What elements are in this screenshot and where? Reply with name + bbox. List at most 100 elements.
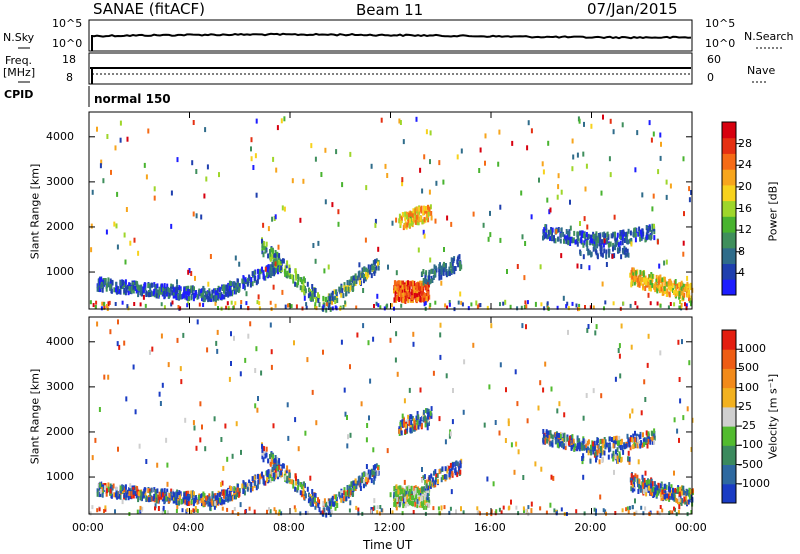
colorbar-swatch: [722, 464, 736, 485]
beam-title: Beam 11: [356, 1, 424, 19]
data-pixel-1746: [681, 485, 684, 491]
data-pixel-399: [235, 494, 237, 500]
data-pixel-1322: [649, 437, 652, 442]
data-pixel-1623: [634, 473, 637, 479]
noise-pixel-2066: [180, 498, 183, 504]
data-pixel-449: [225, 496, 227, 502]
noise-pixel-1870: [489, 232, 492, 238]
noise-pixel-1960: [116, 244, 119, 250]
data-pixel-732: [338, 492, 341, 498]
data-pixel-639: [300, 279, 303, 285]
noise-pixel-1822: [534, 461, 537, 467]
ground-pixel-2132: [373, 304, 375, 308]
data-pixel-1779: [613, 253, 616, 259]
noise-pixel-1852: [421, 467, 423, 472]
noise-pixel-2001: [356, 332, 359, 338]
data-pixel-841: [428, 499, 431, 505]
noise-pixel-1889: [158, 391, 161, 397]
data-pixel-1071: [398, 501, 401, 507]
data-pixel-508: [139, 290, 142, 296]
data-pixel-131: [169, 491, 172, 497]
data-pixel-791: [348, 486, 351, 491]
data-pixel-1785: [614, 454, 617, 460]
noise-pixel-1986: [550, 386, 553, 392]
data-pixel-806: [372, 465, 375, 471]
data-pixel-1033: [427, 488, 430, 494]
data-pixel-299: [242, 489, 245, 494]
data-pixel-1038: [401, 287, 404, 293]
data-pixel-758: [365, 472, 368, 478]
data-pixel-1483: [593, 446, 596, 452]
noise-pixel-1904: [608, 156, 611, 162]
ground-pixel-2099: [476, 304, 479, 309]
ground-pixel-2085: [448, 300, 451, 304]
data-pixel-1804: [627, 456, 630, 462]
data-pixel-974: [418, 496, 421, 502]
data-pixel-646: [277, 460, 280, 466]
noise-pixel-1888: [557, 184, 560, 190]
data-pixel-439: [181, 294, 184, 300]
data-pixel-407: [132, 282, 135, 287]
data-pixel-1158: [403, 417, 405, 423]
data-pixel-467: [141, 495, 143, 501]
noise-pixel-1903: [105, 229, 108, 235]
data-pixel-533: [318, 499, 321, 505]
data-pixel-1485: [636, 443, 639, 449]
data-pixel-642: [309, 289, 312, 294]
data-pixel-1382: [589, 234, 592, 240]
data-pixel-1761: [642, 482, 645, 488]
noise-pixel-2006: [542, 169, 545, 175]
noise-pixel-2009: [192, 420, 195, 426]
data-pixel-1640: [633, 476, 636, 482]
ground-pixel-2233: [240, 304, 242, 309]
data-pixel-220: [156, 498, 159, 504]
data-pixel-541: [325, 512, 328, 518]
data-pixel-1424: [604, 444, 607, 450]
noise-pixel-1965: [228, 376, 231, 382]
noise-pixel-2010: [659, 350, 662, 356]
noise-pixel-1860: [288, 472, 291, 478]
data-pixel-534: [307, 498, 310, 504]
data-pixel-1671: [633, 277, 636, 282]
data-pixel-799: [377, 265, 380, 271]
data-pixel-667: [313, 292, 316, 298]
noise-pixel-2056: [380, 117, 383, 123]
data-pixel-1795: [619, 457, 621, 463]
data-pixel-1740: [676, 487, 679, 492]
data-pixel-366: [175, 295, 178, 301]
ground-pixel-2157: [186, 303, 189, 308]
data-pixel-1796: [582, 456, 585, 461]
data-pixel-1387: [642, 432, 644, 438]
data-pixel-1480: [580, 232, 583, 238]
data-pixel-541: [325, 307, 328, 313]
data-pixel-1167: [423, 205, 425, 211]
colorbar-tick-label: -500: [738, 457, 763, 471]
ground-pixel-2171: [400, 303, 403, 308]
data-pixel-1805: [612, 450, 615, 456]
data-pixel-1533: [639, 236, 642, 242]
ground-pixel-2183: [678, 305, 681, 310]
data-pixel-466: [116, 491, 119, 497]
data-pixel-1020: [419, 297, 422, 303]
data-pixel-810: [335, 494, 337, 500]
data-pixel-1455: [638, 434, 641, 440]
noise-pixel-1960: [272, 423, 275, 429]
ground-pixel-2128: [315, 306, 318, 311]
data-pixel-1036: [394, 292, 397, 298]
data-pixel-1521: [606, 232, 609, 238]
data-pixel-1729: [658, 488, 661, 494]
colorbar-tick-label: 4: [738, 266, 745, 280]
noise-pixel-2070: [552, 475, 555, 481]
noise-pixel-2067: [125, 396, 128, 402]
noise-pixel-1872: [456, 154, 459, 160]
data-pixel-1443: [580, 442, 583, 448]
data-pixel-1496: [598, 448, 601, 454]
noise-pixel-1842: [117, 319, 119, 325]
noise-pixel-1834: [286, 402, 289, 408]
data-pixel-1536: [572, 438, 575, 444]
data-pixel-1261: [444, 263, 447, 268]
noise-pixel-1998: [188, 268, 191, 273]
y-tick-label: 4000: [46, 334, 74, 348]
data-pixel-49: [170, 488, 173, 494]
colorbar-frame: [721, 329, 737, 504]
